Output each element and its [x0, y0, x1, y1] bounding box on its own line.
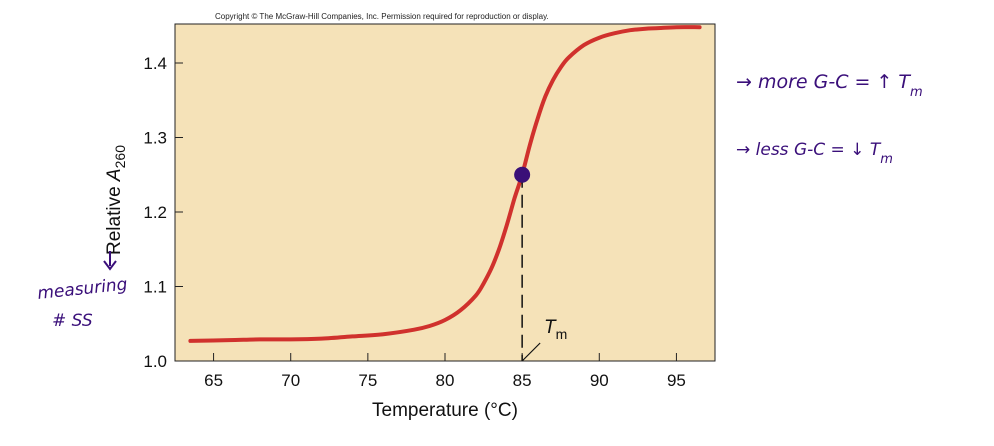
down-arrow-head	[103, 260, 117, 271]
melting-curve-line	[188, 25, 702, 343]
x-tick-label: 80	[436, 371, 455, 390]
y-axis-title: Relative A260	[104, 145, 128, 255]
x-tick-label: 90	[590, 371, 609, 390]
annotation-measuring: measuring	[36, 275, 128, 304]
x-tick-label: 95	[667, 371, 686, 390]
tm-label: Tm	[544, 317, 567, 342]
x-axis-title: Temperature (°C)	[372, 400, 518, 421]
x-tick-label: 75	[358, 371, 377, 390]
tm-point-marker	[514, 166, 531, 183]
y-tick-label: 1.1	[143, 278, 167, 297]
annotation-ss: # SS	[52, 311, 93, 331]
tm-leader-line	[521, 342, 541, 362]
y-tick-label: 1.4	[143, 54, 167, 73]
y-tick-label: 1.3	[143, 129, 167, 148]
y-tick-label: 1.0	[143, 352, 167, 371]
annotation-less-gc: → less G-C = ↓ Tm	[736, 140, 893, 167]
annotation-more-gc: → more G-C = ↑ Tm	[736, 71, 923, 100]
y-axis: 1.0 1.1 1.2 1.3 1.4	[143, 54, 183, 371]
x-tick-label: 70	[281, 371, 300, 390]
x-axis: 65 70 75 80 85 90 95	[204, 353, 686, 390]
x-tick-label: 65	[204, 371, 223, 390]
plot-area	[174, 23, 716, 362]
y-tick-label: 1.2	[143, 203, 167, 222]
copyright-notice: Copyright © The McGraw-Hill Companies, I…	[215, 12, 549, 21]
x-tick-label: 85	[513, 371, 532, 390]
